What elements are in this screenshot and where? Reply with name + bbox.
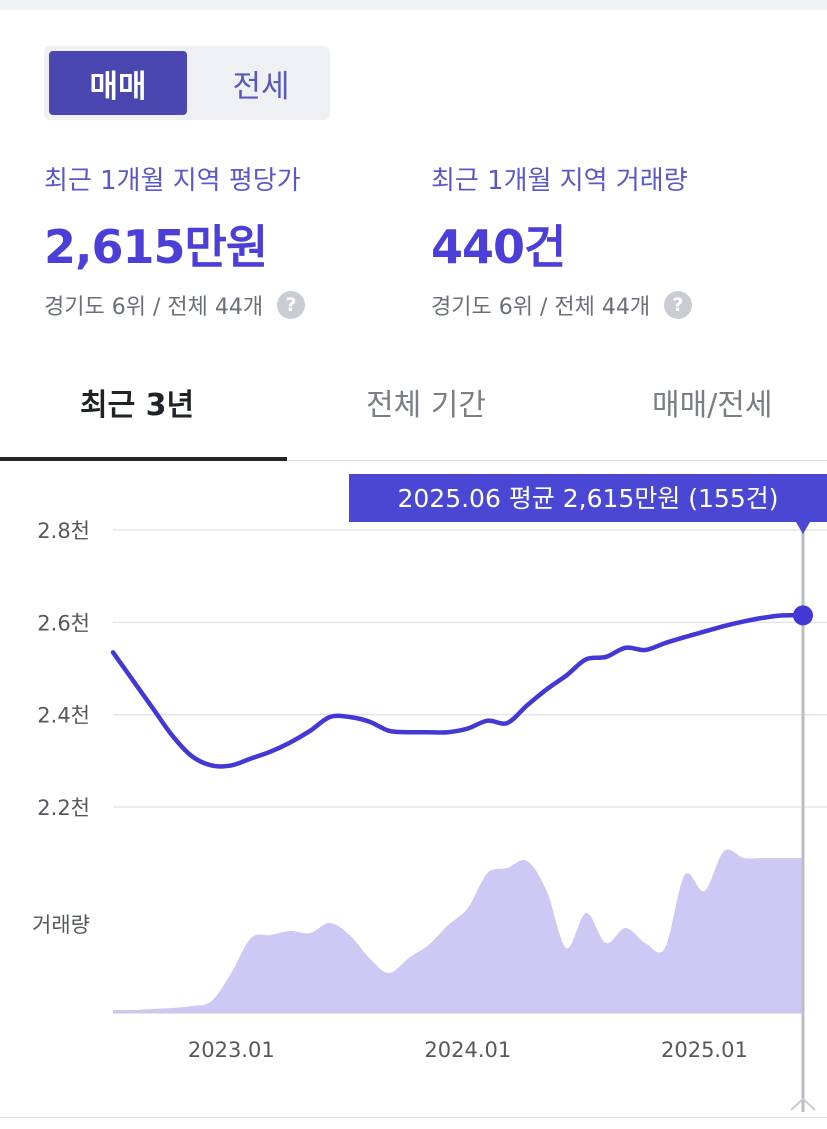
active-tab-underline — [0, 457, 287, 461]
volume-stat: 최근 1개월 지역 거래량 440건 경기도 6위 / 전체 44개 ? — [431, 160, 693, 321]
bottom-divider — [0, 1117, 827, 1118]
price-stat-rank: 경기도 6위 / 전체 44개 ? — [44, 289, 306, 321]
tooltip-text: 2025.06 평균 2,615만원 (155건) — [397, 484, 778, 513]
y-tick-label: 2.2천 — [37, 796, 90, 820]
volume-stat-label: 최근 1개월 지역 거래량 — [431, 166, 688, 196]
price-stat-label: 최근 1개월 지역 평당가 — [44, 166, 301, 196]
jeonse-toggle-button[interactable]: 전세 — [232, 68, 290, 105]
help-icon[interactable]: ? — [277, 291, 306, 319]
chevron-up-icon — [790, 1097, 816, 1111]
x-tick-label: 2023.01 — [188, 1038, 275, 1062]
price-stat-value: 2,615만원 — [44, 220, 268, 274]
price-stat: 최근 1개월 지역 평당가 2,615만원 경기도 6위 / 전체 44개 ? — [44, 160, 306, 321]
x-tick-label: 2025.01 — [661, 1038, 748, 1062]
sale-toggle-button[interactable]: 매매 — [49, 51, 187, 115]
volume-stat-rank: 경기도 6위 / 전체 44개 ? — [431, 289, 693, 321]
highlight-point — [793, 605, 813, 626]
top-strip — [0, 0, 827, 10]
volume-axis-label: 거래량 — [32, 913, 90, 937]
y-tick-label: 2.6천 — [37, 611, 90, 635]
volume-area — [113, 849, 803, 1013]
tooltip-pointer — [796, 522, 810, 534]
y-tick-label: 2.4천 — [37, 704, 90, 728]
price-rank-text: 경기도 6위 / 전체 44개 — [44, 295, 264, 320]
tab-recent-3-years[interactable]: 최근 3년 — [80, 388, 195, 423]
period-tabs: 최근 3년 전체 기간 매매/전세 — [0, 360, 827, 461]
help-icon[interactable]: ? — [664, 291, 693, 319]
volume-rank-text: 경기도 6위 / 전체 44개 — [431, 295, 651, 320]
tab-all-period[interactable]: 전체 기간 — [366, 388, 486, 423]
volume-stat-value: 440건 — [431, 220, 566, 274]
x-tick-label: 2024.01 — [424, 1038, 511, 1062]
tab-sale-jeonse[interactable]: 매매/전세 — [652, 388, 773, 423]
tooltip-box — [349, 474, 827, 522]
y-tick-label: 2.8천 — [37, 519, 90, 543]
price-line — [110, 612, 806, 769]
sale-jeonse-toggle: 매매 전세 — [44, 46, 330, 120]
